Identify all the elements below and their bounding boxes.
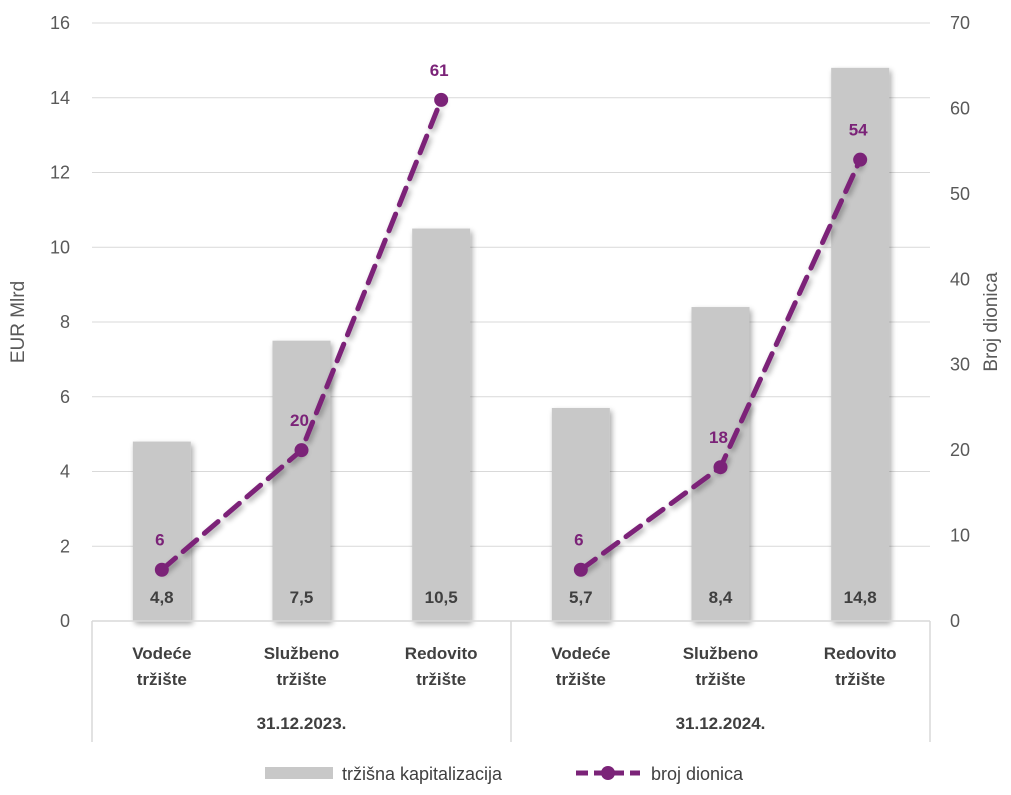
bar	[551, 407, 610, 621]
y-left-tick-label: 0	[60, 611, 70, 631]
y-right-tick-label: 0	[950, 611, 960, 631]
line-data-label: 20	[290, 411, 309, 430]
bars-layer	[132, 67, 890, 622]
line-point	[294, 443, 309, 458]
line-point	[154, 562, 169, 577]
legend-swatch-bar	[265, 767, 333, 779]
y-left-tick-label: 8	[60, 312, 70, 332]
category-label: tržište	[137, 670, 187, 689]
group-label: 31.12.2023.	[257, 714, 347, 733]
y-left-tick-label: 4	[60, 462, 70, 482]
legend-label-line: broj dionica	[651, 764, 744, 784]
y-left-tick-label: 2	[60, 536, 70, 556]
y-left-tick-label: 6	[60, 387, 70, 407]
bar-data-label: 5,7	[569, 588, 593, 607]
category-label: Vodeće	[132, 644, 191, 663]
bar-data-label: 7,5	[290, 588, 314, 607]
group-label: 31.12.2024.	[676, 714, 766, 733]
y-right-axis-title: Broj dionica	[981, 272, 1002, 372]
line-layer	[154, 92, 868, 577]
legend-layer: tržišna kapitalizacija broj dionica	[265, 764, 744, 784]
bar	[412, 228, 471, 621]
axes-layer: 0 2 4 6 8 10 12 14 16 0 10 20 30 40 50 60 70 EUR Mlrd Broj…	[8, 13, 1002, 742]
y-right-tick-label: 50	[950, 184, 970, 204]
category-label: Službeno	[264, 644, 340, 663]
y-left-tick-label: 12	[50, 163, 70, 183]
bar-data-label: 10,5	[425, 588, 458, 607]
bar	[272, 340, 331, 621]
line-data-label: 18	[709, 428, 728, 447]
bar-data-label: 8,4	[709, 588, 733, 607]
legend-label-bar: tržišna kapitalizacija	[342, 764, 503, 784]
bar	[132, 441, 191, 621]
bar	[831, 67, 890, 622]
line-point	[434, 92, 449, 107]
y-right-tick-label: 40	[950, 269, 970, 289]
line-point	[713, 460, 728, 475]
y-right-tick-label: 30	[950, 355, 970, 375]
category-label: Redovito	[405, 644, 478, 663]
bar-data-label: 4,8	[150, 588, 174, 607]
line-point	[853, 152, 868, 167]
category-label: Službeno	[683, 644, 759, 663]
category-label: tržište	[416, 670, 466, 689]
labels-layer: 4,8 7,5 10,5 5,7 8,4 14,8 6 20 61 6 18 54	[150, 61, 877, 607]
legend-swatch-point	[601, 766, 615, 780]
line-data-label: 54	[849, 121, 868, 140]
bar-data-label: 14,8	[844, 588, 877, 607]
category-label: tržište	[695, 670, 745, 689]
y-left-tick-label: 14	[50, 88, 70, 108]
line-data-label: 6	[574, 531, 583, 550]
line-point	[573, 562, 588, 577]
y-right-tick-label: 20	[950, 440, 970, 460]
category-label: Redovito	[824, 644, 897, 663]
line-data-label: 61	[430, 61, 449, 80]
category-label: Vodeće	[551, 644, 610, 663]
y-right-tick-label: 60	[950, 98, 970, 118]
category-label: tržište	[276, 670, 326, 689]
category-label: tržište	[835, 670, 885, 689]
y-right-tick-label: 70	[950, 13, 970, 33]
y-right-tick-label: 10	[950, 526, 970, 546]
y-left-axis-title: EUR Mlrd	[8, 281, 29, 363]
line-data-label: 6	[155, 531, 164, 550]
grid-layer	[92, 22, 930, 547]
y-left-tick-label: 16	[50, 13, 70, 33]
y-left-tick-label: 10	[50, 237, 70, 257]
category-label: tržište	[556, 670, 606, 689]
